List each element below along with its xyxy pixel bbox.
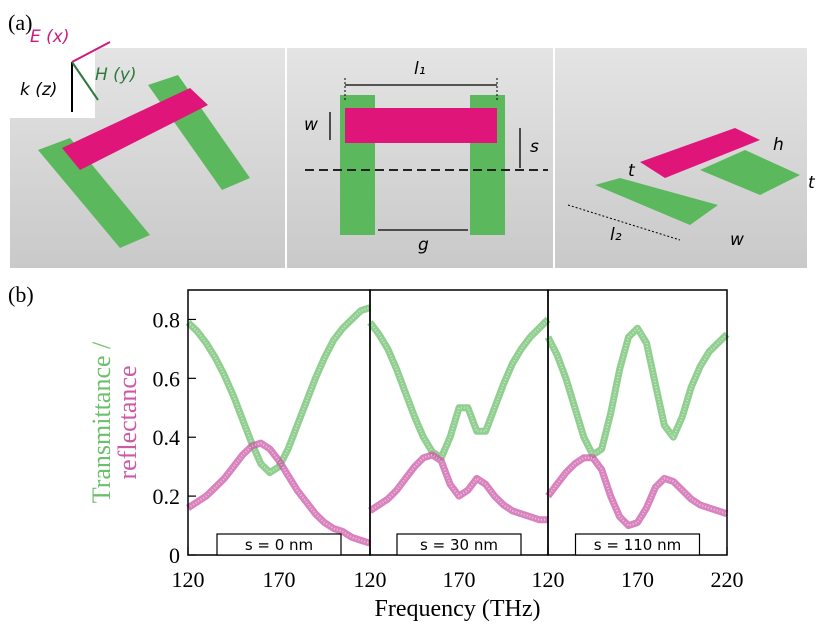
- axes-bg: [10, 48, 95, 118]
- x-tick-label: 170: [621, 567, 654, 592]
- y-axis-label: reflectance: [113, 365, 142, 479]
- x-tick-label: 120: [532, 567, 565, 592]
- y-tick-label: 0.2: [153, 484, 181, 509]
- x-tick-label: 120: [354, 567, 387, 592]
- label: t: [808, 173, 816, 193]
- curve: [545, 454, 729, 530]
- panel-label: (b): [8, 282, 34, 307]
- x-tick-label: 120: [172, 567, 205, 592]
- annotation-box: [216, 533, 342, 556]
- curve: [185, 304, 372, 477]
- rod: [38, 138, 150, 248]
- label: t: [628, 161, 636, 181]
- arrow: [71, 61, 99, 101]
- annotation: s = 110 nm: [594, 536, 681, 554]
- rod: [640, 128, 760, 178]
- rod: [62, 88, 208, 170]
- label: s: [530, 137, 539, 157]
- curve: [368, 451, 548, 524]
- panel-label: (a): [8, 10, 32, 35]
- y-tick-label: 0: [169, 543, 180, 568]
- y-tick-label: 0.4: [153, 425, 181, 450]
- rod: [700, 150, 800, 195]
- x-axis-label: Frequency (THz): [375, 596, 541, 622]
- rod: [595, 178, 718, 225]
- curve-core: [187, 442, 371, 545]
- curve-core: [547, 326, 728, 457]
- curve-core: [547, 456, 728, 527]
- label: H (y): [95, 65, 137, 85]
- y-axis-label: Transmittance /: [87, 341, 116, 503]
- curve: [186, 439, 372, 547]
- rod: [345, 108, 497, 143]
- x-tick-label: 170: [443, 567, 476, 592]
- label: l₂: [610, 225, 622, 245]
- label: k (z): [20, 80, 57, 100]
- arrow: [71, 41, 111, 63]
- annotation: s = 30 nm: [420, 536, 498, 554]
- y-tick-label: 0.8: [153, 307, 181, 332]
- curve-core: [369, 453, 548, 521]
- plots: 120 170 0 0.2 0.4 0.6 0.8 s = 0 nm Frequency (TH…: [87, 289, 744, 622]
- label: g: [418, 235, 429, 255]
- curve-core: [369, 318, 549, 460]
- label: w: [730, 230, 744, 250]
- y-tick-label: 0.6: [153, 366, 181, 391]
- annotation-box: [396, 533, 522, 556]
- label: h: [773, 135, 784, 155]
- label: w: [304, 115, 318, 135]
- dimension: [567, 204, 681, 241]
- curve: [367, 316, 551, 462]
- curve: [544, 324, 730, 459]
- annotation-box: [574, 533, 701, 556]
- label: E (x): [30, 27, 69, 47]
- x-tick-label: 220: [711, 567, 744, 592]
- x-tick-label: 170: [263, 567, 296, 592]
- label: l₁: [414, 59, 426, 79]
- annotation: s = 0 nm: [245, 536, 313, 554]
